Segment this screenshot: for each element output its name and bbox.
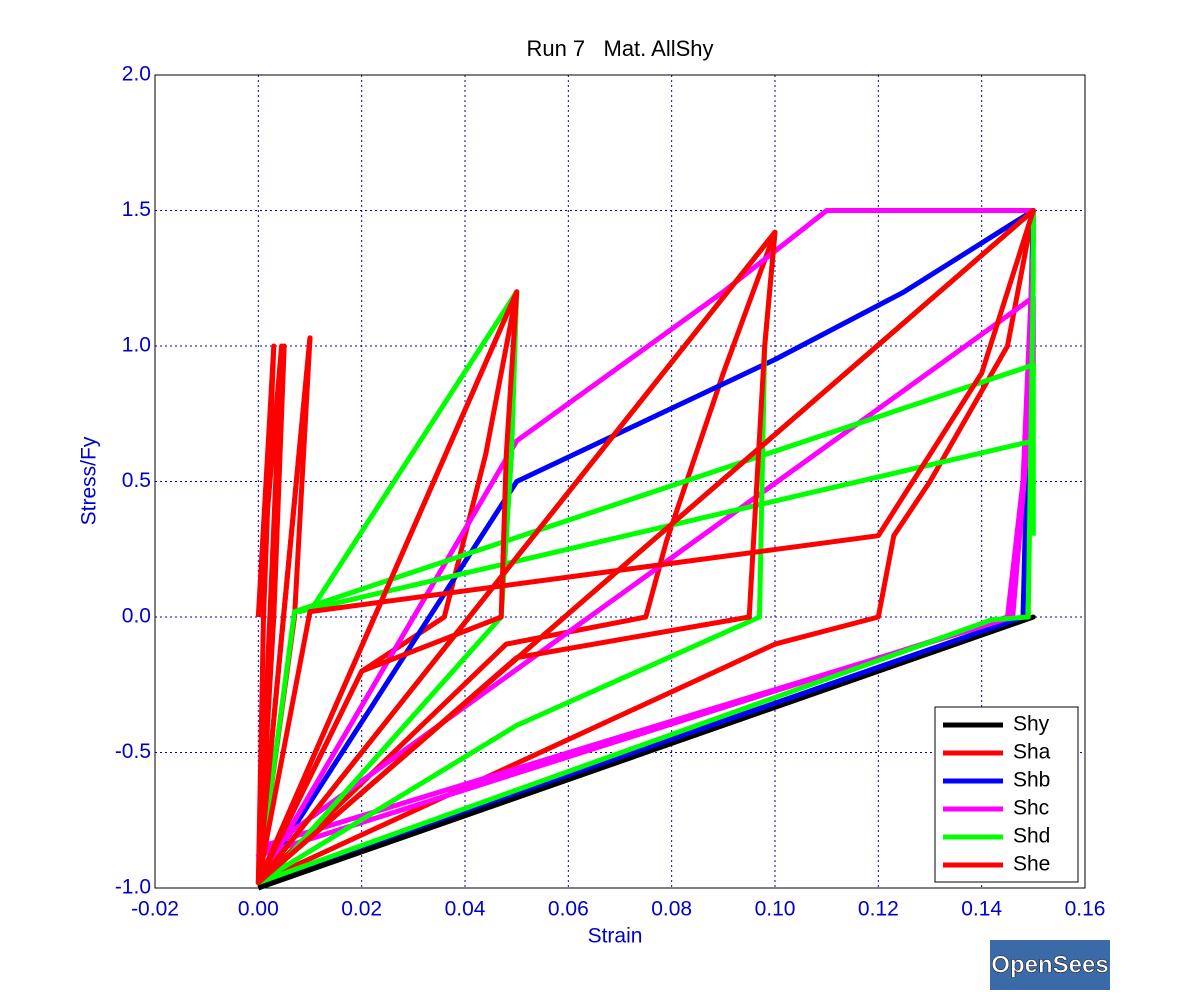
y-tick-label: -0.5	[115, 740, 151, 763]
y-tick-label: 1.5	[122, 198, 151, 221]
legend: Shy Sha Shb Shc Shd She	[934, 706, 1079, 883]
legend-label: Shb	[1013, 769, 1050, 792]
x-tick-label: 0.10	[755, 898, 796, 921]
y-tick-label: 1.0	[122, 334, 151, 357]
logo-text: OpenSees	[991, 951, 1108, 978]
legend-label: Sha	[1013, 741, 1051, 764]
legend-label: Shc	[1013, 797, 1049, 820]
x-tick-label: 0.14	[961, 898, 1002, 921]
x-tick-label: 0.02	[341, 898, 382, 921]
legend-box	[934, 706, 1079, 883]
y-tick-label: -1.0	[115, 876, 151, 899]
x-tick-label: 0.16	[1065, 898, 1106, 921]
logo-background	[990, 940, 1110, 990]
logo: OpenSees	[990, 940, 1110, 990]
x-tick-label: 0.12	[858, 898, 899, 921]
plot-frame	[154, 74, 1086, 889]
x-tick-label: 0.04	[445, 898, 486, 921]
y-axis-label: Stress/Fy	[78, 436, 101, 525]
legend-label: Shd	[1013, 825, 1050, 848]
x-tick-label: 0.06	[548, 898, 589, 921]
legend-label: Shy	[1013, 713, 1050, 736]
x-tick-label: -0.02	[131, 898, 179, 921]
x-tick-label: 0.00	[238, 898, 279, 921]
y-tick-label: 0.5	[122, 469, 151, 492]
series-line	[257, 614, 1036, 891]
y-tick-label: 0.0	[122, 605, 151, 628]
series-line	[255, 208, 1036, 886]
x-tick-label: 0.08	[651, 898, 692, 921]
x-axis-label: Strain	[588, 925, 643, 948]
chart-title: Run 7 Mat. AllShy	[526, 36, 713, 61]
legend-label: She	[1013, 853, 1050, 876]
y-tick-label: 2.0	[122, 63, 151, 86]
